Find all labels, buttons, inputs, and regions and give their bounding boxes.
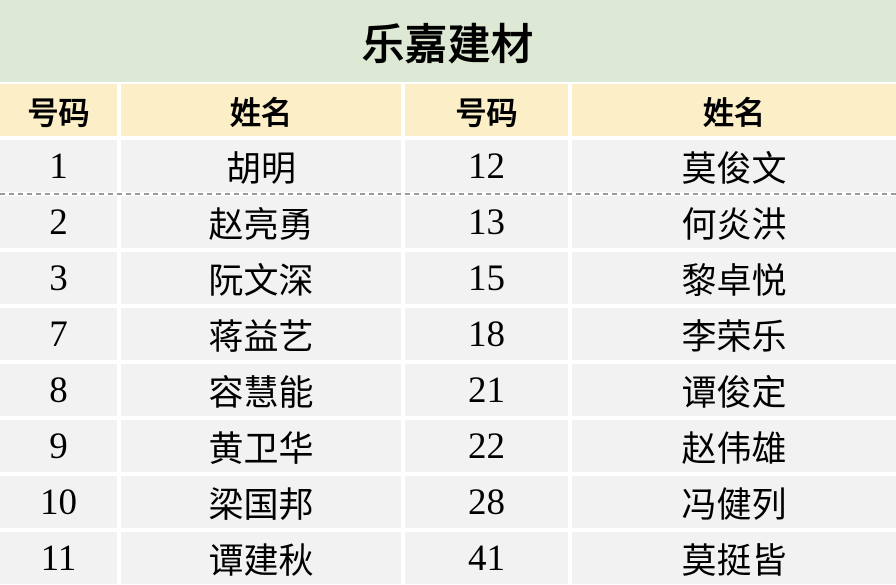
name-cell: 阮文深 <box>121 252 401 304</box>
number-cell: 15 <box>405 252 568 304</box>
name-cell: 赵亮勇 <box>121 196 401 248</box>
number-cell: 9 <box>0 420 117 472</box>
number-cell: 12 <box>405 140 568 192</box>
name-cell: 谭俊定 <box>572 364 896 416</box>
number-cell: 2 <box>0 196 117 248</box>
name-cell: 黄卫华 <box>121 420 401 472</box>
column-header-number-right: 号码 <box>405 84 568 136</box>
title-bar: 乐嘉建材 <box>0 0 896 82</box>
name-cell: 容慧能 <box>121 364 401 416</box>
number-cell: 11 <box>0 532 117 584</box>
name-cell: 蒋益艺 <box>121 308 401 360</box>
name-cell: 莫挺皆 <box>572 532 896 584</box>
number-cell: 28 <box>405 476 568 528</box>
name-cell: 谭建秋 <box>121 532 401 584</box>
name-cell: 何炎洪 <box>572 196 896 248</box>
column-header-name-left: 姓名 <box>121 84 401 136</box>
number-cell: 1 <box>0 140 117 192</box>
number-cell: 13 <box>405 196 568 248</box>
number-cell: 3 <box>0 252 117 304</box>
name-cell: 胡明 <box>121 140 401 192</box>
column-header-name-right: 姓名 <box>572 84 896 136</box>
number-cell: 22 <box>405 420 568 472</box>
number-cell: 7 <box>0 308 117 360</box>
number-cell: 8 <box>0 364 117 416</box>
name-cell: 赵伟雄 <box>572 420 896 472</box>
page-title: 乐嘉建材 <box>361 20 534 68</box>
number-cell: 10 <box>0 476 117 528</box>
name-cell: 李荣乐 <box>572 308 896 360</box>
number-cell: 41 <box>405 532 568 584</box>
name-cell: 黎卓悦 <box>572 252 896 304</box>
name-cell: 梁国邦 <box>121 476 401 528</box>
number-cell: 21 <box>405 364 568 416</box>
number-cell: 18 <box>405 308 568 360</box>
column-header-number-left: 号码 <box>0 84 117 136</box>
roster-table: 号码 姓名 号码 姓名 1 胡明 12 莫俊文 2 赵亮勇 13 何炎洪 3 阮文深 15 黎卓悦 7 蒋… <box>0 84 896 584</box>
name-cell: 冯健列 <box>572 476 896 528</box>
name-cell: 莫俊文 <box>572 140 896 192</box>
